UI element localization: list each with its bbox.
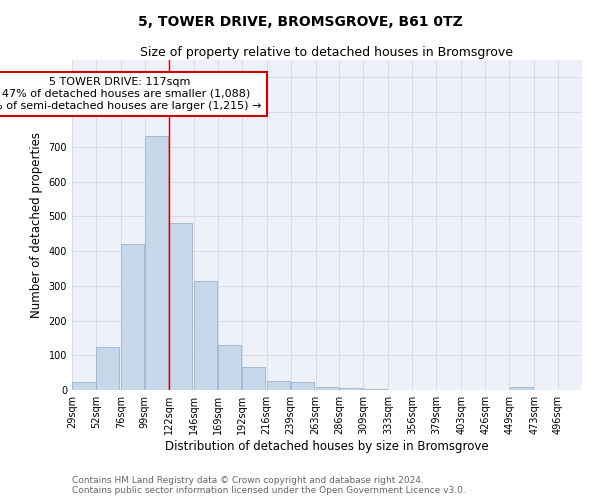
Bar	[73, 382, 95, 390]
Bar	[97, 346, 119, 390]
Bar	[218, 345, 241, 390]
Text: 5 TOWER DRIVE: 117sqm
← 47% of detached houses are smaller (1,088)
52% of semi-d: 5 TOWER DRIVE: 117sqm ← 47% of detached …	[0, 78, 262, 110]
Bar	[121, 244, 145, 390]
Bar	[509, 387, 533, 390]
Bar	[340, 388, 363, 390]
Bar	[145, 136, 169, 390]
Bar	[364, 389, 387, 390]
Bar	[267, 382, 290, 390]
Bar	[291, 382, 314, 390]
Text: Contains HM Land Registry data © Crown copyright and database right 2024.
Contai: Contains HM Land Registry data © Crown c…	[72, 476, 466, 495]
Bar	[242, 368, 265, 390]
Bar	[194, 280, 217, 390]
Title: Size of property relative to detached houses in Bromsgrove: Size of property relative to detached ho…	[140, 46, 514, 59]
Bar	[169, 224, 193, 390]
Y-axis label: Number of detached properties: Number of detached properties	[30, 132, 43, 318]
Bar	[316, 386, 339, 390]
X-axis label: Distribution of detached houses by size in Bromsgrove: Distribution of detached houses by size …	[165, 440, 489, 453]
Text: 5, TOWER DRIVE, BROMSGROVE, B61 0TZ: 5, TOWER DRIVE, BROMSGROVE, B61 0TZ	[137, 15, 463, 29]
